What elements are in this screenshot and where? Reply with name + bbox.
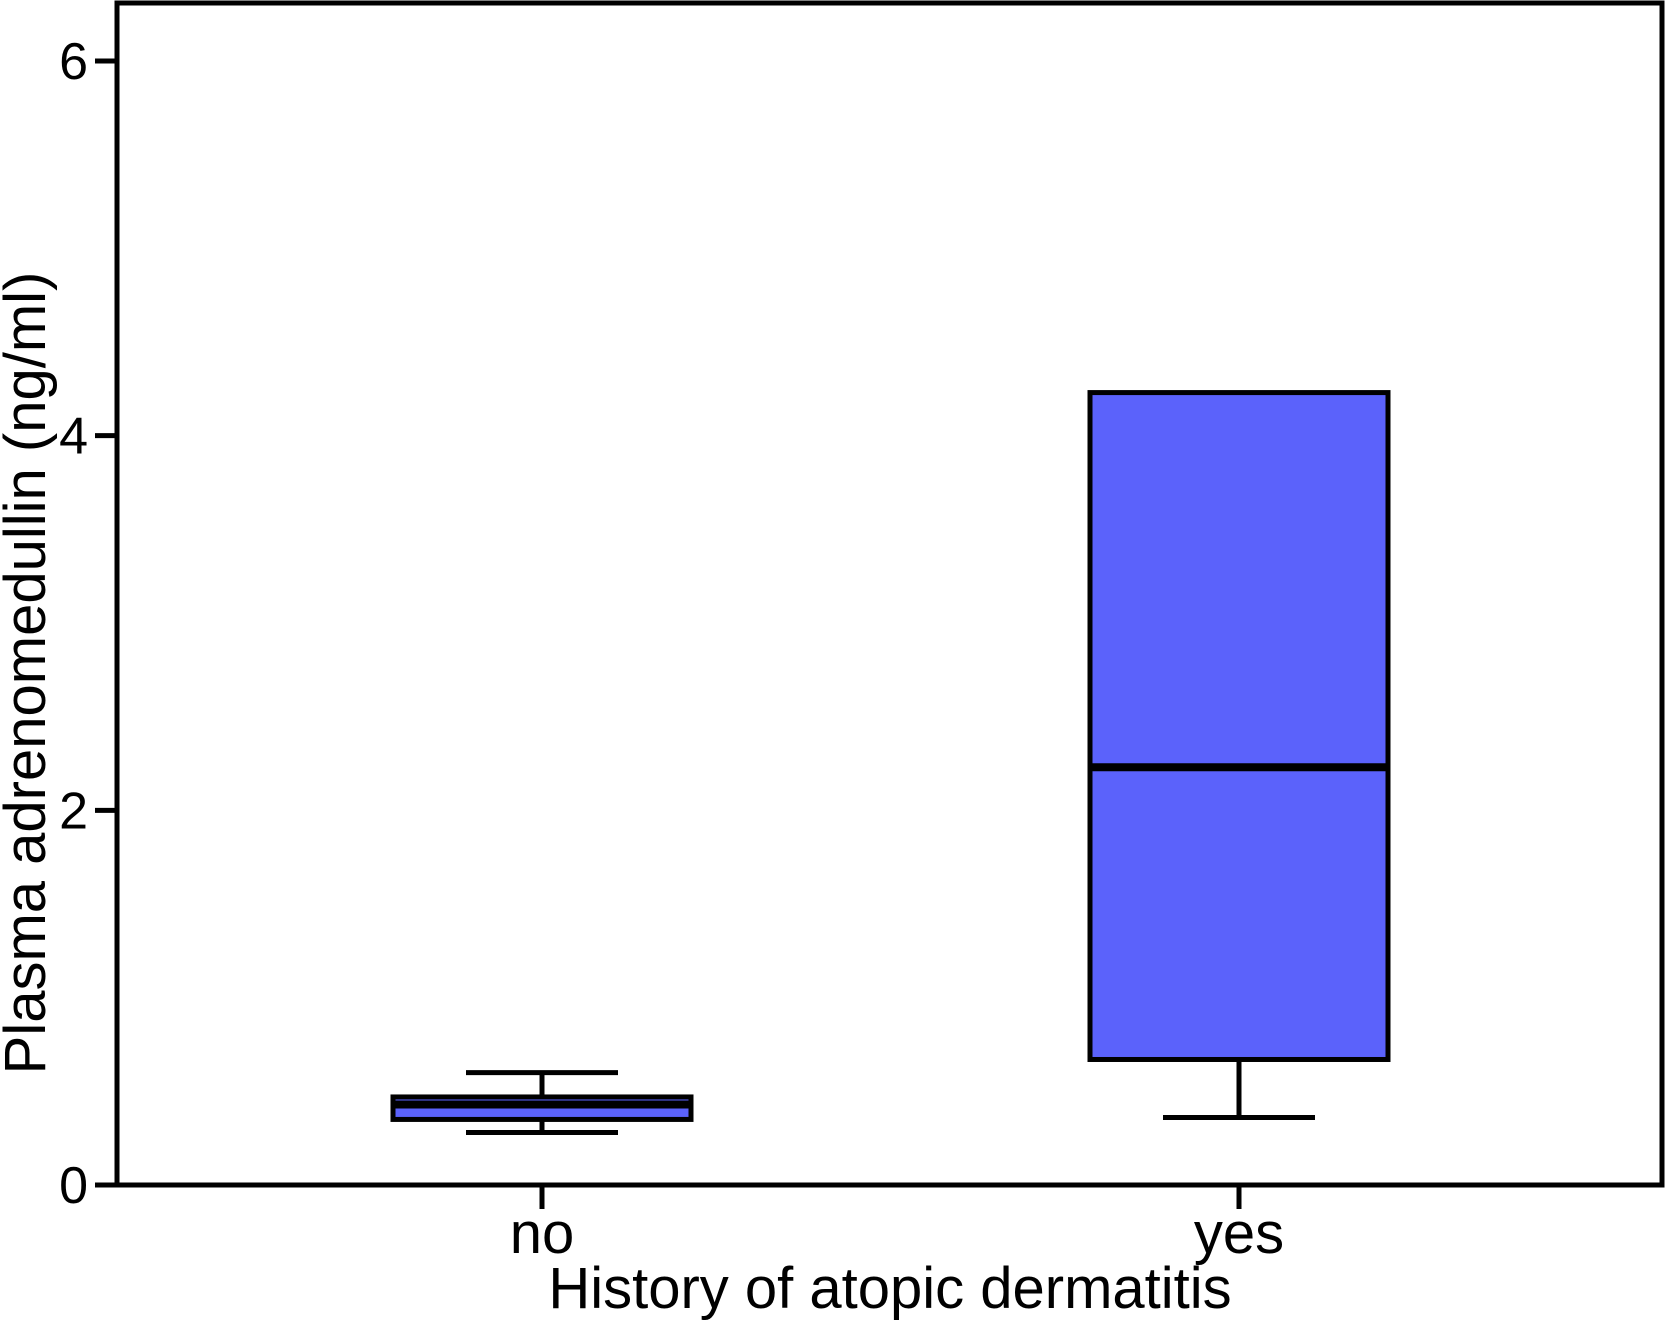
- y-tick-label: 0: [59, 1157, 88, 1215]
- x-category-label: no: [510, 1201, 575, 1266]
- plot-area: 0 2 4 6 no yes: [59, 0, 1665, 1266]
- y-tick-label: 4: [59, 408, 88, 466]
- y-tick-label: 6: [59, 33, 88, 91]
- x-category-label: yes: [1194, 1201, 1284, 1266]
- x-axis-title: History of atopic dermatitis: [548, 1256, 1231, 1321]
- plot-frame: [114, 0, 1665, 1188]
- y-tick-label: 2: [59, 782, 88, 840]
- y-axis-title: Plasma adrenomedullin (ng/ml): [0, 272, 58, 1075]
- box-yes: [1087, 390, 1391, 1062]
